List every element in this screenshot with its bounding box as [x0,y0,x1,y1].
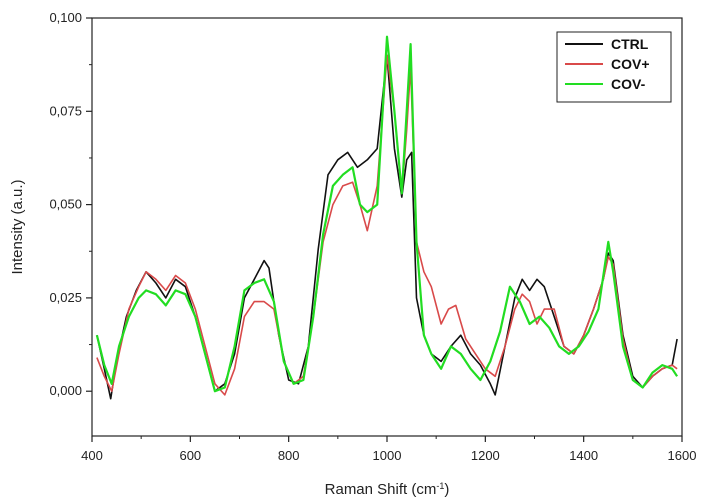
series-line-cov [96,54,678,396]
y-tick-label: 0,000 [49,383,82,398]
x-axis-title-sup: -1 [436,481,444,491]
y-tick-label: 0,100 [49,10,82,25]
y-tick-label: 0,025 [49,290,82,305]
x-tick-label: 1600 [668,448,697,463]
y-tick-label: 0,075 [49,103,82,118]
x-axis-title-main: Raman Shift (cm [325,481,437,498]
x-tick-label: 1000 [373,448,402,463]
y-tick-label: 0,050 [49,197,82,212]
x-tick-label: 800 [278,448,300,463]
x-tick-label: 600 [179,448,201,463]
series-layer [95,35,679,400]
x-axis-title: Raman Shift (cm-1) [325,481,450,498]
legend: CTRL COV+ COV- [556,31,672,103]
legend-label: CTRL [611,36,649,52]
legend-label: COV+ [611,56,650,72]
x-tick-label: 1400 [569,448,598,463]
series-line-ctrl [96,54,678,400]
series-line-cov [95,35,679,393]
x-tick-label: 1200 [471,448,500,463]
x-tick-label: 400 [81,448,103,463]
legend-label: COV- [611,76,646,92]
y-axis-title: Intensity (a.u.) [9,179,26,274]
x-axis-title-close: ) [444,481,449,498]
x-axis: 400 600 800 1000 1200 1400 1600 [81,436,696,463]
y-axis: 0,000 0,025 0,050 0,075 0,100 [49,10,92,398]
